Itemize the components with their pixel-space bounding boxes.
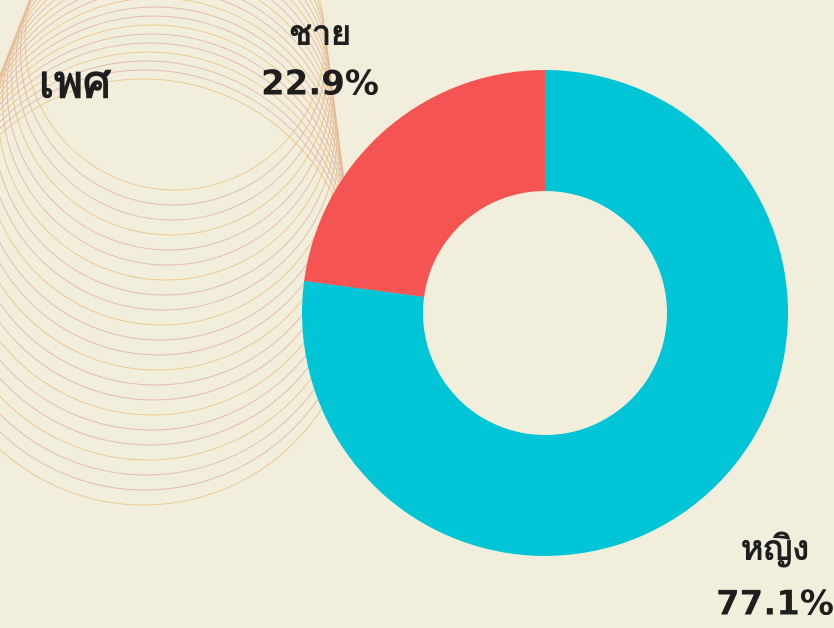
slice — [301, 69, 788, 557]
slice — [304, 70, 545, 297]
decor-arc — [2, 0, 333, 266]
value-label: 22.9% — [261, 64, 379, 104]
chart-title: เพศ — [39, 57, 112, 108]
decor-arc — [11, 0, 330, 236]
decor-arc — [6, 0, 332, 251]
value-label: 77.1% — [716, 584, 834, 624]
slice-label: หญิง — [741, 529, 809, 569]
decor-arc — [15, 0, 329, 221]
slice-label: ชาย — [289, 14, 351, 54]
